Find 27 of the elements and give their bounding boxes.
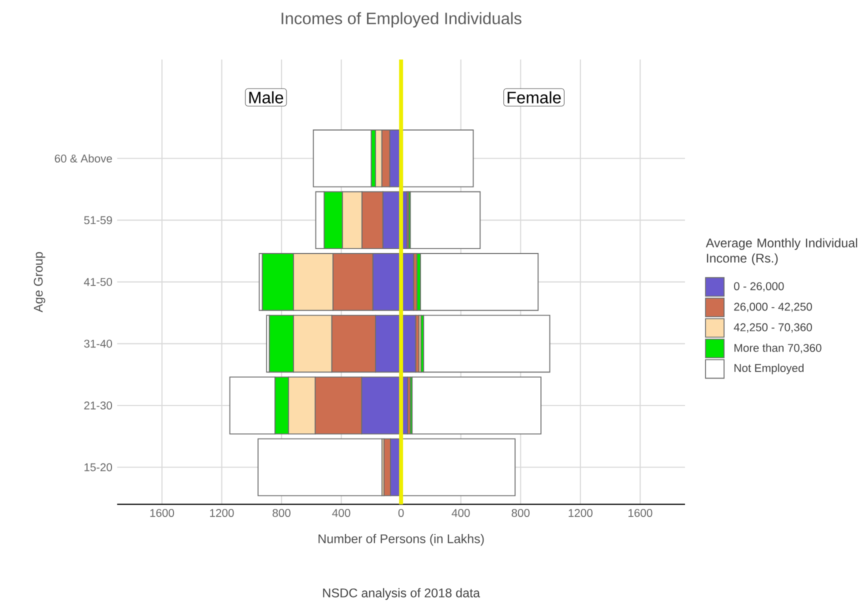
y-tick-label: 15-20 [84, 463, 112, 472]
text: Male [249, 91, 284, 104]
y-tick-label: 51-59 [84, 216, 112, 224]
y-tick-label: 60 & Above [54, 154, 112, 163]
y-tick-label: 41-50 [84, 278, 112, 286]
text: NSDC analysis of 2018 data [323, 588, 480, 600]
x-tick-label: 800 [272, 509, 290, 518]
x-tick-label: 800 [512, 509, 530, 518]
legend-title: Average Monthly Individual Income (Rs.) [706, 238, 858, 266]
x-axis-title: Number of Persons (in Lakhs) [318, 534, 484, 546]
x-tick-label: 400 [452, 509, 470, 518]
x-tick-label: 400 [332, 509, 350, 518]
x-tick-label: 1600 [628, 509, 652, 518]
x-tick-label: 0 [398, 509, 404, 518]
x-tick-label: 1600 [150, 509, 174, 518]
chart-title: Incomes of Employed Individuals [282, 12, 522, 28]
text: Female [508, 91, 561, 104]
x-tick-label: 1200 [568, 509, 592, 518]
legend-label: 26,000 - 42,250 [734, 302, 812, 312]
legend-label: 42,250 - 70,360 [734, 324, 812, 333]
legend-label: Not Employed [734, 364, 804, 374]
y-tick-label: 21-30 [84, 402, 112, 410]
legend-label: 0 - 26,000 [734, 282, 784, 292]
y-axis-title: Age Group [34, 252, 46, 313]
x-tick-label: 1200 [210, 509, 234, 518]
y-tick-label: 31-40 [84, 340, 112, 348]
legend-label: More than 70,360 [734, 344, 822, 354]
